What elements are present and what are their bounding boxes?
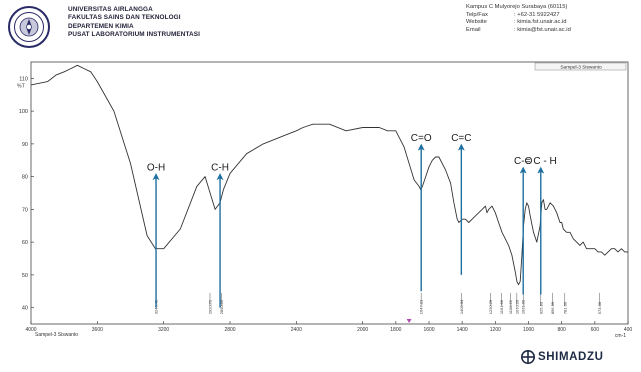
x-tick-label: 1800 [390,327,401,333]
peak-label: 1230.29 [488,299,493,314]
report-header: UNIVERSITAS AIRLANGGA FAKULTAS SAINS DAN… [0,0,641,52]
peak-label: 1108.22 [508,299,513,314]
functional-group-label: O-H [147,163,165,174]
institution-line: PUSAT LABORATORIUM INSTRUMENTASI [68,31,200,39]
contact-row: Email : kimia@fst.unair.ac.id [466,27,571,35]
institution-line: UNIVERSITAS AIRLANGGA [68,6,153,13]
y-tick-label: 80 [22,175,28,181]
functional-group-label: C=C [451,133,471,144]
shimadzu-logo-icon [521,350,535,364]
peak-label: 1161.66 [499,299,504,314]
peak-label: 856.39 [550,301,555,314]
sample-footer-label: Sampel-3 Siswanto [35,332,78,338]
contact-label: Email [466,26,481,33]
functional-group-label: C=O [411,133,432,144]
y-tick-label: 70 [22,207,28,213]
peak-label: 1647.21 [419,299,424,314]
contact-label: Website [466,19,487,26]
functional-group-label: = C - H [525,156,557,167]
x-axis-label: cm-1 [615,333,626,339]
x-tick-label: 600 [591,327,600,333]
x-tick-label: 1600 [423,327,434,333]
peak-label: 925.83 [538,301,543,314]
x-tick-label: 1400 [457,327,468,333]
y-tick-label: 100 [19,109,28,115]
institution-name: UNIVERSITAS AIRLANGGA FAKULTAS SAINS DAN… [68,6,200,40]
x-tick-label: 2000 [357,327,368,333]
plot-frame [30,61,629,325]
peak-label: 1405.04 [459,299,464,314]
chart-marks [30,64,628,286]
x-tick-label: 400 [624,327,633,333]
spectrum-line [30,64,628,286]
peak-label: 1031.92 [521,299,526,314]
y-tick-label: 110 [19,76,28,82]
y-tick-label: 60 [22,240,28,246]
y-axis-label: %T [17,83,26,89]
contact-value: : kimia.fst.unair.ac.id [514,19,567,26]
brand-name: SHIMADZU [538,351,604,363]
institution-line: FAKULTAS SAINS DAN TEKNOLOGI [68,14,181,22]
ir-spectrum-chart: 40 50 60 70 80 90 100 110 4000 3600 3200 2800 2400 20… [17,61,633,339]
x-tick-label: 1000 [523,327,534,333]
legend-entry: Sampel-3 Siswanto [560,64,602,70]
institution-line: DEPARTEMEN KIMIA [68,22,134,30]
y-tick-label: 40 [22,306,28,312]
contact-label: Telp/Fax [466,11,488,18]
shimadzu-brand: SHIMADZU [521,350,604,364]
x-tick-label: 3600 [92,327,103,333]
x-tick-label: 2800 [224,327,235,333]
contact-value: : +62-31 5922427 [514,11,560,18]
functional-group-label: C-O [514,156,533,167]
university-seal-logo [8,6,50,48]
peak-label: 573.00 [597,301,602,314]
x-tick-label: 800 [557,327,566,333]
contact-value: : kimia@fst.unair.ac.id [514,26,571,33]
contact-block: Kampus C Mulyorejo Surabaya (60115) Telp… [466,4,571,34]
x-tick-label: 4000 [25,327,36,333]
peak-label: 781.06 [562,301,567,314]
peak-label: 2920.72 [207,299,212,314]
peak-label: 2850.22 [219,299,224,314]
address-line: Kampus C Mulyorejo Surabaya (60115) [466,4,568,10]
contact-row: Website : kimia.fst.unair.ac.id [466,19,571,27]
contact-row: Telp/Fax : +62-31 5922427 [466,12,571,20]
peak-label: 1070.26 [514,299,519,314]
x-tick-label: 1200 [490,327,501,333]
legend-box [534,62,627,71]
y-tick-label: 50 [22,273,28,279]
chart-labels: 3246.422920.722850.221647.211405.041230.… [147,133,602,323]
functional-group-label: C-H [211,163,229,174]
x-tick-label: 2400 [291,327,302,333]
cursor-marker [406,319,412,323]
chart-axes: 40 50 60 70 80 90 100 110 4000 3600 3200 2800 2400 20… [17,61,633,339]
y-tick-label: 90 [22,142,28,148]
x-tick-label: 3200 [158,327,169,333]
